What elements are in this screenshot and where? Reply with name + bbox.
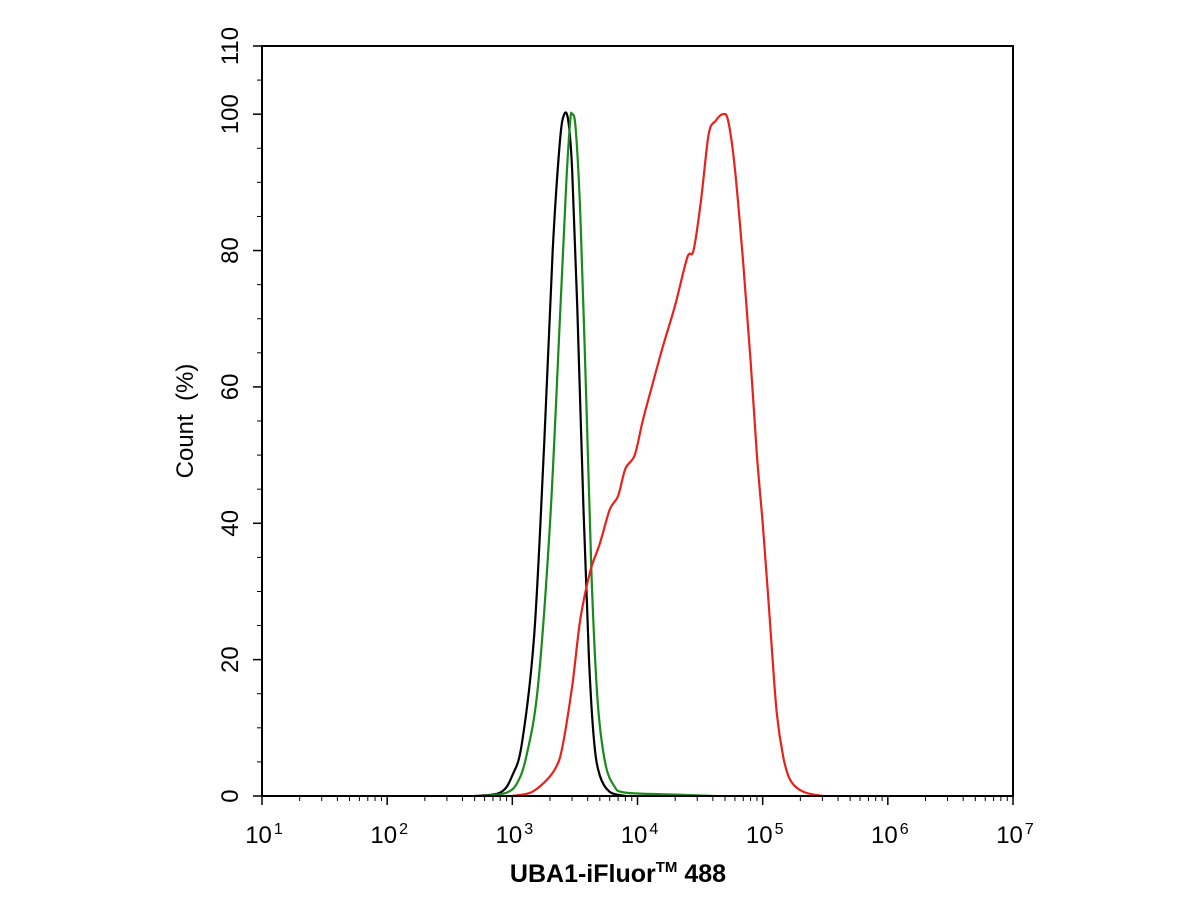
histogram-curves (474, 111, 823, 798)
x-axis-title-superscript: TM (656, 859, 678, 876)
histogram-series-3 (512, 112, 823, 798)
plot-frame (261, 45, 1014, 797)
x-tick-label: 10 3 (496, 821, 534, 849)
y-tick-label: 0 (217, 789, 244, 802)
x-tick-label: 10 4 (621, 821, 659, 849)
x-tick-label: 10 5 (746, 821, 784, 849)
histogram-series-1 (474, 111, 626, 798)
y-axis-title: Count (%) (172, 364, 199, 479)
y-tick-label: 80 (217, 237, 244, 264)
x-tick-label: 10 6 (871, 821, 909, 849)
y-tick-label: 20 (217, 646, 244, 673)
y-axis-ticks: 0 20 40 60 80 100 110 (217, 27, 262, 803)
x-tick-label: 10 1 (245, 821, 283, 849)
histogram-series-2 (484, 111, 713, 798)
x-axis-ticks: 10 1 10 2 10 3 10 4 10 5 10 6 10 7 (245, 796, 1034, 849)
x-axis-title-main: UBA1-iFluor (510, 860, 656, 888)
x-tick-label: 10 2 (370, 821, 408, 849)
y-tick-label: 60 (217, 374, 244, 401)
x-tick-label: 10 7 (996, 821, 1034, 849)
y-tick-label: 110 (217, 27, 244, 65)
x-axis-title-suffix: 488 (677, 860, 726, 888)
y-tick-label: 40 (217, 510, 244, 537)
y-tick-label: 100 (217, 94, 244, 134)
x-axis-title: UBA1-iFluorTM 488 (510, 859, 726, 888)
